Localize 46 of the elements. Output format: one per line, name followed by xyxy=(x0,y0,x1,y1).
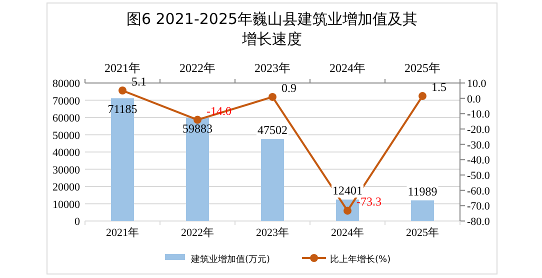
data-label: 1.5 xyxy=(432,80,446,94)
category-label: 2023年 xyxy=(254,61,290,75)
y-tick-label: 50000 xyxy=(52,130,80,142)
x-tick-label: 2025年 xyxy=(406,227,439,239)
y-tick-label: 20000 xyxy=(52,182,80,194)
y2-tick-label: 10.0 xyxy=(467,78,487,90)
y2-tick-label: 0.0 xyxy=(467,93,482,106)
point xyxy=(118,86,126,95)
y2-tick-label: -40.0 xyxy=(467,154,490,167)
data-label: 11989 xyxy=(408,184,438,198)
category-label: 2022年 xyxy=(180,61,216,75)
bar xyxy=(411,200,434,221)
point xyxy=(418,92,426,100)
data-label: 47502 xyxy=(258,123,288,138)
legend-label: 建筑业增加值(万元) xyxy=(190,254,270,265)
y2-tick-label: -70.0 xyxy=(467,200,490,213)
data-label: 5.1 xyxy=(132,74,146,89)
point xyxy=(268,92,276,101)
x-tick-label: 2024年 xyxy=(331,227,364,239)
y-tick-label: 70000 xyxy=(52,95,80,108)
y2-tick-label: -20.0 xyxy=(467,124,490,136)
category-label: 2024年 xyxy=(330,61,366,75)
y2-tick-label: -10.0 xyxy=(467,108,490,121)
data-label: 59883 xyxy=(182,122,212,136)
legend-label: 比上年增长(%) xyxy=(330,254,391,265)
x-tick-label: 2023年 xyxy=(256,227,289,239)
y-tick-label: 10000 xyxy=(52,198,80,211)
y2-tick-label: -30.0 xyxy=(467,139,490,152)
y-tick-label: 30000 xyxy=(52,164,80,176)
y-tick-label: 40000 xyxy=(52,147,80,159)
data-label: 12401 xyxy=(332,184,362,198)
y-tick-label: 0 xyxy=(74,216,80,228)
data-label: 0.9 xyxy=(282,80,296,95)
chart-title: 图6 2021-2025年巍山县建筑业增加值及其增长速度 xyxy=(126,10,418,48)
y2-tick-label: -80.0 xyxy=(467,216,490,228)
data-label: 71185 xyxy=(108,102,138,116)
category-label: 2025年 xyxy=(404,61,440,75)
x-tick-label: 2021年 xyxy=(106,227,139,239)
x-tick-label: 2022年 xyxy=(181,227,214,239)
y2-tick-label: -60.0 xyxy=(467,185,490,198)
y2-tick-label: -50.0 xyxy=(467,170,490,182)
y-tick-label: 80000 xyxy=(52,78,80,90)
bar xyxy=(261,139,284,221)
y-tick-label: 60000 xyxy=(52,112,80,124)
point xyxy=(194,116,202,124)
category-label: 2021年 xyxy=(104,61,140,75)
